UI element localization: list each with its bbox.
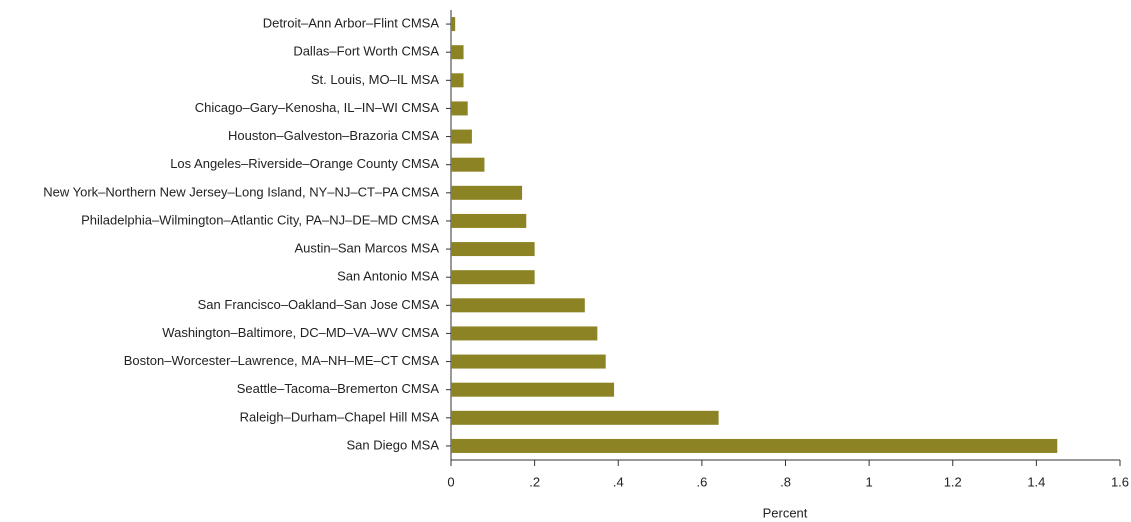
y-tick-label: Detroit–Ann Arbor–Flint CMSA bbox=[263, 16, 440, 31]
y-tick-label: San Antonio MSA bbox=[337, 269, 439, 284]
y-tick-label: Chicago–Gary–Kenosha, IL–IN–WI CMSA bbox=[195, 100, 440, 115]
bar bbox=[451, 382, 615, 397]
y-tick-label: Houston–Galveston–Brazoria CMSA bbox=[228, 128, 439, 143]
y-tick-label: Washington–Baltimore, DC–MD–VA–WV CMSA bbox=[162, 325, 439, 340]
bar bbox=[451, 17, 456, 32]
y-tick-label: Seattle–Tacoma–Bremerton CMSA bbox=[237, 381, 440, 396]
y-tick-label: St. Louis, MO–IL MSA bbox=[311, 72, 439, 87]
bar bbox=[451, 213, 527, 228]
y-tick-label: Raleigh–Durham–Chapel Hill MSA bbox=[240, 409, 440, 424]
x-tick-label: 1.2 bbox=[944, 474, 962, 489]
y-tick-label: San Diego MSA bbox=[347, 437, 440, 452]
y-tick-label: Los Angeles–Riverside–Orange County CMSA bbox=[170, 156, 439, 171]
bar bbox=[451, 73, 464, 88]
x-axis-label: Percent bbox=[763, 505, 808, 520]
x-tick-label: 0 bbox=[447, 474, 454, 489]
y-tick-label: Austin–San Marcos MSA bbox=[294, 241, 439, 256]
bar bbox=[451, 185, 523, 200]
bar bbox=[451, 129, 472, 144]
x-tick-label: .8 bbox=[780, 474, 791, 489]
y-tick-label: San Francisco–Oakland–San Jose CMSA bbox=[198, 297, 440, 312]
x-tick-label: .6 bbox=[696, 474, 707, 489]
x-tick-label: .4 bbox=[613, 474, 624, 489]
x-tick-label: .2 bbox=[529, 474, 540, 489]
x-tick-label: 1.6 bbox=[1111, 474, 1129, 489]
bar bbox=[451, 270, 535, 285]
bar bbox=[451, 438, 1058, 453]
bar bbox=[451, 157, 485, 172]
bar bbox=[451, 354, 606, 369]
bar bbox=[451, 326, 598, 341]
x-tick-label: 1.4 bbox=[1027, 474, 1045, 489]
y-tick-label: Boston–Worcester–Lawrence, MA–NH–ME–CT C… bbox=[124, 353, 440, 368]
bar bbox=[451, 101, 468, 116]
bar bbox=[451, 45, 464, 60]
y-tick-label: New York–Northern New Jersey–Long Island… bbox=[43, 184, 439, 199]
bar bbox=[451, 298, 585, 313]
y-tick-label: Dallas–Fort Worth CMSA bbox=[293, 44, 439, 59]
y-tick-label: Philadelphia–Wilmington–Atlantic City, P… bbox=[81, 212, 439, 227]
x-tick-label: 1 bbox=[866, 474, 873, 489]
bar bbox=[451, 410, 719, 425]
bar bbox=[451, 242, 535, 257]
